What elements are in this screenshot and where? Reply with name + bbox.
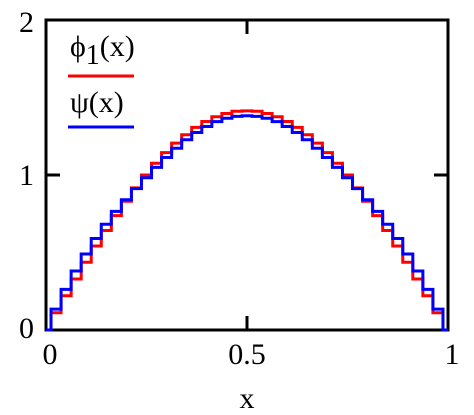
y-tick-label-2: 2 [19,6,34,39]
legend-label-phi: ϕ1(x) [70,30,135,71]
series-line-0 [46,109,448,332]
tick-labels: 0 0.5 1 0 1 2 [19,6,460,371]
x-axis-title: x [240,382,255,415]
legend-label-phi-arg: (x) [100,30,135,63]
x-tick-label-1: 0.5 [228,338,266,371]
legend-label-phi-sub: 1 [86,40,100,71]
legend-label-phi-base: ϕ [70,30,86,63]
legend-label-psi: ψ(x) [70,86,124,119]
x-tick-label-0: 0 [43,338,58,371]
plot-frame [44,18,450,332]
y-tick-label-1: 1 [19,159,34,192]
series-group [46,109,448,332]
series-line-1 [46,114,448,332]
tick-marks [44,18,450,332]
y-tick-label-0: 0 [19,312,34,345]
x-tick-label-2: 1 [445,338,460,371]
legend: ϕ1(x) ψ(x) [68,30,135,129]
